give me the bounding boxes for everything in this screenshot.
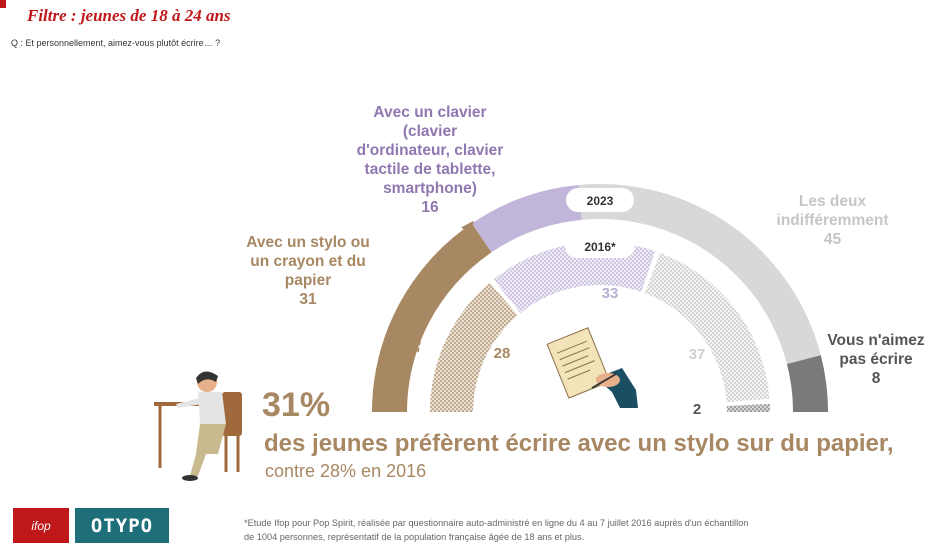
trend-arrow xyxy=(417,220,474,353)
inner-value-clavier: 33 xyxy=(602,285,619,302)
highlight-statement: des jeunes préfèrent écrire avec un styl… xyxy=(264,430,894,457)
year-2016-label: 2016* xyxy=(584,240,616,254)
year-badge-2016: 2016* xyxy=(565,234,635,258)
footnote: *Etude Ifop pour Pop Spirit, réalisée pa… xyxy=(244,518,749,542)
label-stylo: Avec un stylo ou un crayon et du papier … xyxy=(246,234,370,308)
outer-segment-stylo xyxy=(372,223,492,412)
red-corner-mark xyxy=(0,0,6,8)
inner-segment-pas xyxy=(726,403,770,412)
highlight-comparison: contre 28% en 2016 xyxy=(265,461,427,481)
question-text: Q : Et personnellement, aimez-vous plutô… xyxy=(11,38,221,48)
outer-segment-clavier xyxy=(471,185,582,253)
inner-value-deux: 37 xyxy=(689,346,706,363)
inner-ring-2016 xyxy=(430,242,770,412)
inner-value-pas: 2 xyxy=(693,401,701,418)
inner-segment-clavier xyxy=(493,242,656,313)
highlight-percent: 31% xyxy=(262,386,331,424)
label-deux: Les deux indifféremment 45 xyxy=(776,193,889,248)
ifop-logo: ifop xyxy=(13,508,69,543)
inner-segment-stylo xyxy=(430,282,518,412)
year-badge-2023: 2023 xyxy=(566,188,634,212)
year-2023-label: 2023 xyxy=(587,194,614,208)
inner-value-stylo: 28 xyxy=(494,345,511,362)
student-illustration xyxy=(154,371,242,481)
filter-title: Filtre : jeunes de 18 à 24 ans xyxy=(27,6,231,25)
outer-segment-pas xyxy=(786,355,828,412)
label-clavier: Avec un clavier (clavier d'ordinateur, c… xyxy=(356,104,504,216)
writing-hand-illustration xyxy=(546,327,638,408)
otypo-logo: OTYPO xyxy=(75,508,169,543)
label-pas: Vous n'aimez pas écrire 8 xyxy=(827,332,925,387)
inner-segment-deux xyxy=(644,252,770,403)
